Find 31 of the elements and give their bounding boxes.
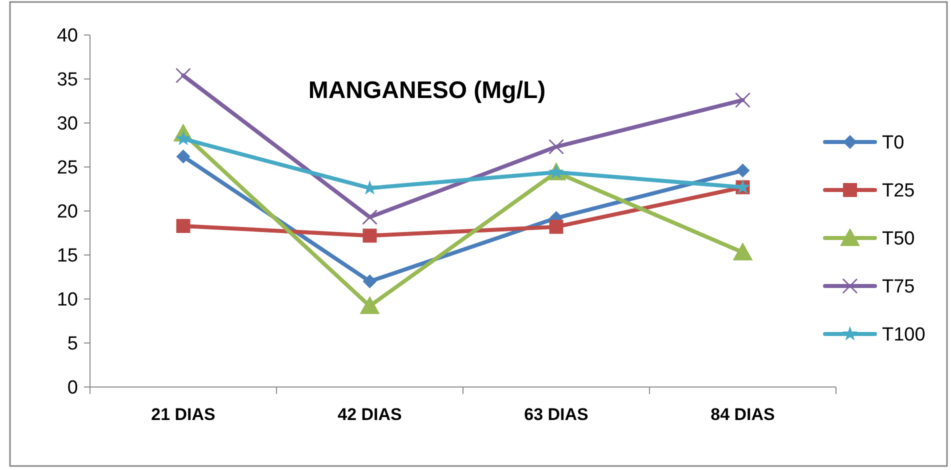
point xyxy=(548,139,564,155)
y-tick-label: 0 xyxy=(67,378,78,399)
y-tick-label: 40 xyxy=(56,26,78,47)
point xyxy=(735,92,750,108)
legend-label: T100 xyxy=(882,324,926,346)
y-tick-label: 35 xyxy=(56,70,78,91)
point xyxy=(176,149,190,164)
y-tick-label: 5 xyxy=(67,334,78,355)
y-tick-label: 25 xyxy=(56,158,78,179)
legend-label: T25 xyxy=(882,180,915,202)
y-tick-label: 20 xyxy=(56,202,78,223)
point xyxy=(360,296,380,314)
text: MANGANESO (Mg/L) xyxy=(308,77,546,104)
x-tick-label: 63 DIAS xyxy=(524,405,588,424)
point xyxy=(736,164,750,178)
point xyxy=(362,228,377,243)
point xyxy=(176,68,191,84)
x-tick-label: 84 DIAS xyxy=(710,405,775,424)
point xyxy=(732,242,753,260)
x-tick-label: 21 DIAS xyxy=(151,405,216,424)
y-tick-label: 15 xyxy=(56,246,78,267)
legend-label: T75 xyxy=(882,276,915,298)
point xyxy=(362,274,377,288)
legend-label: T50 xyxy=(882,228,915,250)
x-tick-label: 42 DIAS xyxy=(338,405,402,424)
legend-label: T0 xyxy=(882,132,904,154)
y-tick-label: 10 xyxy=(56,290,78,311)
y-tick-label: 30 xyxy=(56,114,78,135)
point xyxy=(176,218,190,233)
point xyxy=(362,209,378,225)
point xyxy=(549,220,564,234)
